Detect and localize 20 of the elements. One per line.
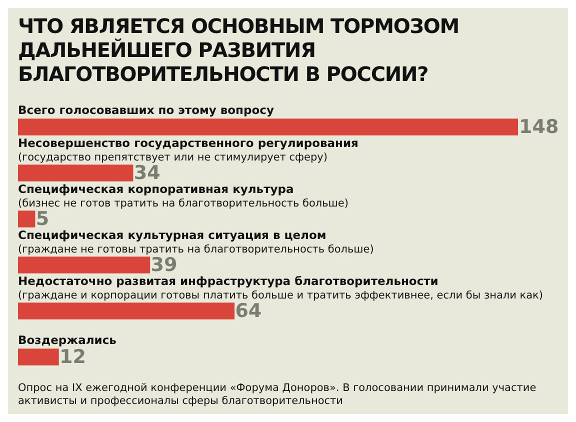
bar <box>18 118 518 136</box>
y-tick-label: Несовершенство государственного регулирования (государство препятствует или не стимулирует сферу) <box>18 136 358 164</box>
chart-title: ЧТО ЯВЛЯЕТСЯ ОСНОВНЫМ ТОРМОЗОМ ДАЛЬНЕЙШЕГО РАЗВИТИЯ БЛАГОТВОРИТЕЛЬНОСТИ В РОССИИ? <box>17 13 460 88</box>
data-label: 148 <box>519 116 559 138</box>
bar <box>18 256 150 274</box>
y-tick-label: Всего голосовавших по этому вопросу <box>18 103 274 118</box>
bar <box>18 348 59 366</box>
y-tick-label: Недостаточно развитая инфраструктура благотворительности (граждане и корпорации готовы платить больше и тратить эффективнее, если бы знали как) <box>18 274 543 302</box>
bar <box>18 210 36 228</box>
text: Опрос на IX ежегодной конференции «Форума Доноров». В голосовании принимали участие активисты и профессионалы сферы благотворительности <box>17 381 538 408</box>
y-tick-label: Специфическая корпоративная культура (бизнес не готов тратить на благотворительность больше) <box>18 182 348 210</box>
bar <box>18 302 235 320</box>
data-label: 5 <box>36 208 50 230</box>
data-label: 39 <box>150 254 178 276</box>
bar <box>18 164 134 182</box>
data-label: 64 <box>235 300 262 322</box>
y-tick-label: Специфическая культурная ситуация в целом (граждане не готовы тратить на благотворительность больше) <box>18 228 374 256</box>
y-tick-label: Воздержались <box>18 333 116 348</box>
data-label: 12 <box>60 346 86 368</box>
data-label: 34 <box>134 162 160 184</box>
